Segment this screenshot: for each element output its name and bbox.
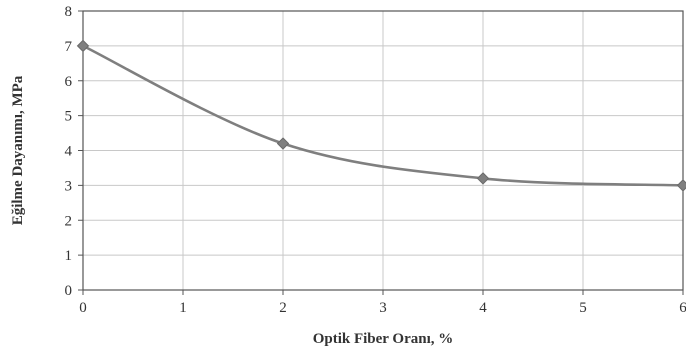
data-point-4 — [476, 172, 490, 185]
x-tick-label-2: 2 — [279, 300, 287, 316]
series-line — [82, 44, 684, 187]
gridlines — [82, 10, 684, 291]
x-tick-label-1: 1 — [179, 300, 187, 316]
y-tick-label-5: 5 — [65, 109, 73, 125]
y-tick-label-2: 2 — [65, 213, 73, 229]
y-tick-label-4: 4 — [65, 144, 73, 160]
y-tick-label-0: 0 — [65, 283, 73, 299]
y-tick-label-8: 8 — [65, 4, 73, 20]
x-tick-label-0: 0 — [79, 300, 87, 316]
x-axis-ticks: 0 1 2 3 4 5 6 — [79, 290, 686, 316]
x-tick-label-3: 3 — [379, 300, 387, 316]
data-point-6 — [676, 179, 686, 192]
y-axis-ticks: 0 1 2 3 4 5 6 7 8 — [65, 4, 83, 299]
y-tick-label-1: 1 — [65, 248, 73, 264]
x-tick-label-5: 5 — [579, 300, 587, 316]
y-tick-label-7: 7 — [65, 39, 73, 55]
y-axis-label: Eğilme Dayanımı, MPa — [10, 75, 26, 225]
x-tick-label-6: 6 — [679, 300, 686, 316]
x-axis-label: Optik Fiber Oranı, % — [313, 331, 454, 347]
data-point-2 — [276, 137, 290, 150]
data-point-0 — [76, 39, 90, 53]
x-tick-label-4: 4 — [479, 300, 487, 316]
data-markers — [76, 39, 686, 192]
y-tick-label-3: 3 — [65, 178, 73, 194]
y-tick-label-6: 6 — [65, 74, 73, 90]
